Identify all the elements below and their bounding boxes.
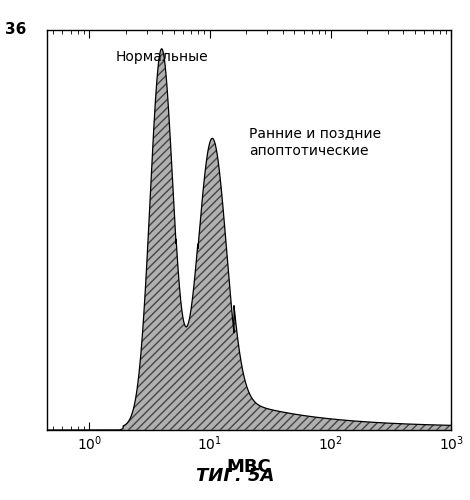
X-axis label: МВС: МВС: [227, 458, 272, 475]
Text: Ранние и поздние
апоптотические: Ранние и поздние апоптотические: [249, 126, 381, 158]
Y-axis label: 36: 36: [6, 22, 27, 37]
Text: Нормальные: Нормальные: [116, 50, 208, 64]
Text: ΤИГ. 5A: ΤИГ. 5A: [196, 467, 274, 485]
